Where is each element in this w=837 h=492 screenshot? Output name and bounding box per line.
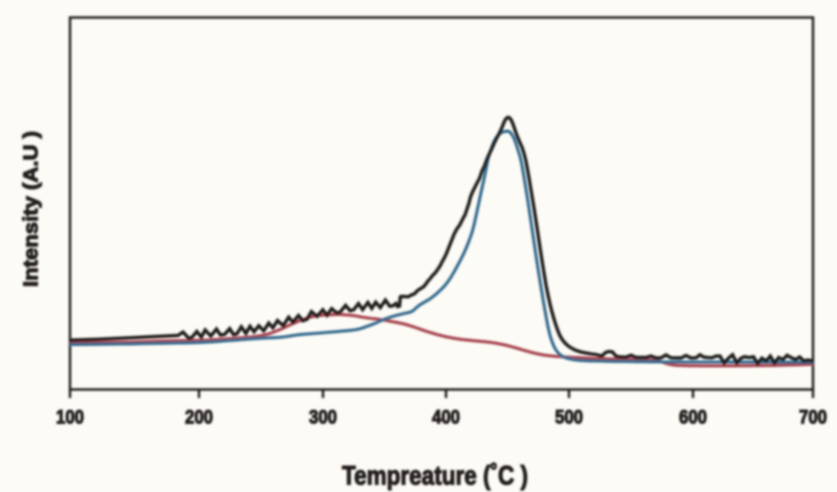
svg-text:300: 300 xyxy=(309,407,337,429)
svg-text:100: 100 xyxy=(56,407,84,429)
svg-text:600: 600 xyxy=(679,407,707,429)
svg-text:400: 400 xyxy=(432,407,460,429)
svg-text:Intensity (A.U ): Intensity (A.U ) xyxy=(21,131,43,287)
svg-text:200: 200 xyxy=(185,407,213,429)
svg-text:Tempreature (˚C ): Tempreature (˚C ) xyxy=(342,461,528,491)
svg-text:700: 700 xyxy=(799,407,827,429)
svg-text:500: 500 xyxy=(555,407,583,429)
